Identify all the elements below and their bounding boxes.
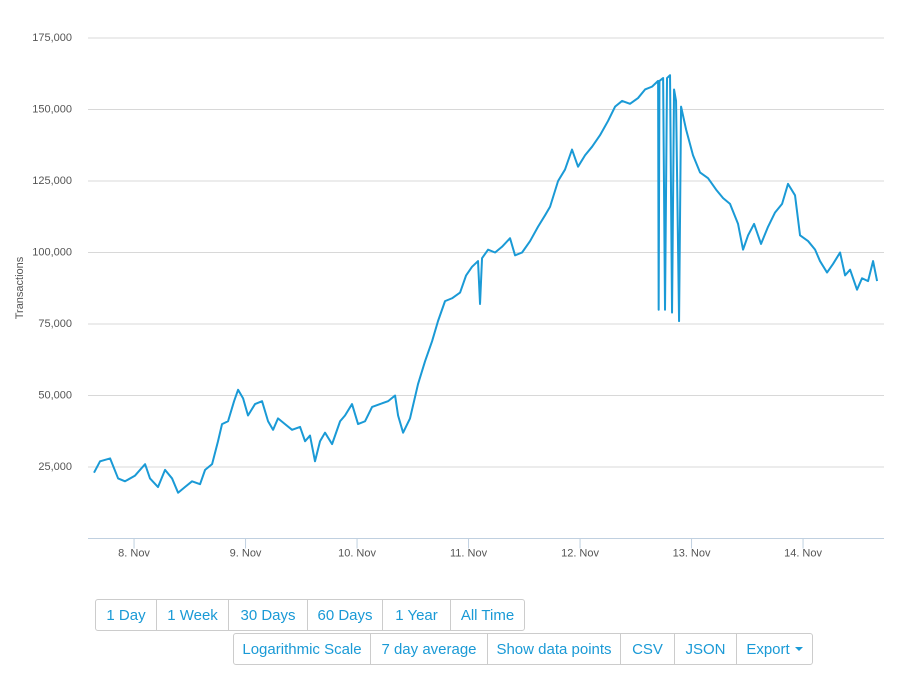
x-tick-label: 8. Nov <box>118 547 150 559</box>
y-axis-label: Transactions <box>14 256 26 319</box>
button-label: 60 Days <box>317 606 373 624</box>
y-tick-label: 50,000 <box>38 389 72 401</box>
x-tick-label: 9. Nov <box>230 547 262 559</box>
button[interactable]: 1 Day <box>95 599 157 631</box>
button-label: Show data points <box>496 640 612 658</box>
button[interactable]: 7 day average <box>370 633 488 665</box>
y-tick-label: 125,000 <box>32 175 72 187</box>
button[interactable]: Logarithmic Scale <box>233 633 371 665</box>
x-tick-label: 12. Nov <box>561 547 599 559</box>
button-label: All Time <box>460 606 515 624</box>
button-label: 1 Day <box>106 606 146 624</box>
x-tick-label: 14. Nov <box>784 547 822 559</box>
button[interactable]: 60 Days <box>307 599 383 631</box>
button-label: Export <box>746 640 790 658</box>
x-tick-label: 11. Nov <box>450 547 488 559</box>
data-line <box>93 74 879 494</box>
button-label: 7 day average <box>381 640 477 658</box>
x-tick-label: 10. Nov <box>338 547 376 559</box>
button-label: 1 Week <box>167 606 218 624</box>
button[interactable]: Show data points <box>487 633 621 665</box>
button[interactable]: JSON <box>674 633 737 665</box>
chart: Transactions 25,000 50,000 75,000 100,000 12… <box>14 32 884 559</box>
y-tick-label: 25,000 <box>38 461 72 473</box>
range-buttons: 1 Day 1 Week 30 Days 60 Days 1 Year All Time <box>95 599 525 631</box>
button[interactable]: All Time <box>450 599 525 631</box>
button[interactable]: 30 Days <box>228 599 308 631</box>
y-tick-label: 100,000 <box>32 246 72 258</box>
y-tick-label: 75,000 <box>38 318 72 330</box>
button-label: CSV <box>632 640 663 658</box>
button-label: 30 Days <box>240 606 296 624</box>
y-tick-label: 175,000 <box>32 32 72 44</box>
button[interactable]: 1 Year <box>382 599 451 631</box>
button-label: Logarithmic Scale <box>242 640 362 658</box>
option-buttons: Logarithmic Scale 7 day average Show data … <box>233 633 813 665</box>
button-label: JSON <box>685 640 726 658</box>
x-tick-label: 13. Nov <box>673 547 711 559</box>
button-label: 1 Year <box>395 606 438 624</box>
button[interactable]: 1 Week <box>156 599 229 631</box>
y-tick-label: 150,000 <box>32 103 72 115</box>
caret-icon <box>794 647 803 651</box>
button[interactable]: Export <box>736 633 813 665</box>
button[interactable]: CSV <box>620 633 675 665</box>
